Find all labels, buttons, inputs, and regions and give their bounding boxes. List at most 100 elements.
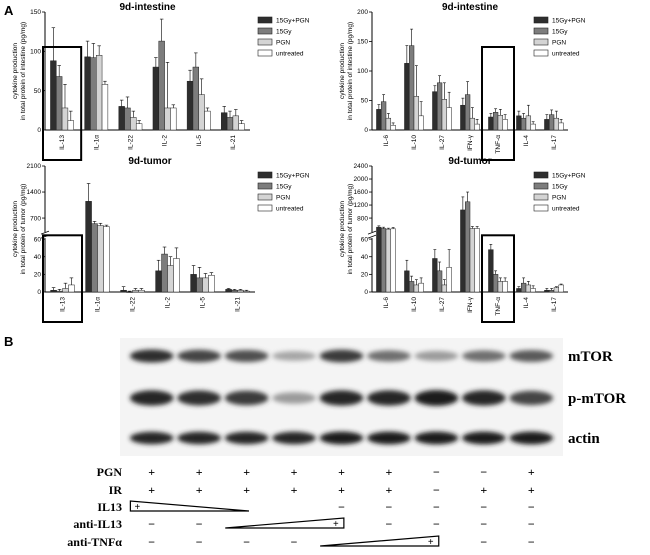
bar	[530, 123, 536, 131]
legend-label: untreated	[276, 206, 304, 213]
bar	[380, 228, 387, 293]
y-axis-label: cytokine productionin total protein of i…	[339, 22, 354, 120]
bar	[173, 258, 180, 293]
category-label: IL-21	[230, 135, 237, 150]
treatment-sign: −	[480, 500, 487, 514]
legend-swatch	[257, 49, 273, 57]
y-tick-label: 60	[34, 236, 42, 243]
legend-swatch	[533, 16, 549, 24]
blot-band	[177, 349, 221, 363]
legend-label: 15Gy+PGN	[552, 18, 586, 25]
legend-label: 15Gy	[552, 184, 568, 191]
category-label: IL-4	[523, 135, 530, 147]
blot-band	[272, 392, 316, 404]
bar	[432, 258, 438, 293]
treatment-sign: +	[386, 465, 393, 479]
y-tick-label: 2000	[354, 176, 369, 183]
bar	[390, 228, 396, 293]
bar	[385, 228, 392, 293]
bar	[474, 228, 480, 293]
bar	[192, 66, 199, 131]
treatment-sign: +	[291, 465, 298, 479]
category-label: IL-6	[383, 297, 390, 309]
bar	[404, 63, 410, 131]
category-label: IL-10	[411, 297, 418, 312]
treatment-sign: +	[528, 483, 535, 497]
treatment-sign: −	[433, 517, 440, 531]
treatment-sign: −	[528, 517, 535, 531]
bar	[432, 91, 438, 131]
category-label: IL-17	[551, 135, 558, 150]
bar	[502, 281, 508, 293]
treatment-sign: −	[433, 483, 440, 497]
bar	[103, 226, 110, 293]
bar	[376, 226, 382, 293]
legend-label: untreated	[276, 51, 304, 58]
category-label: IL-13	[60, 297, 67, 312]
legend-swatch	[533, 49, 549, 57]
highlight-box	[42, 234, 83, 323]
blot-band	[129, 349, 174, 363]
legend-label: untreated	[552, 51, 580, 58]
y-tick-label: 0	[364, 289, 368, 296]
chart-1: 9d-intestine cytokine productionin total …	[12, 2, 310, 161]
category-label: IL-5	[196, 135, 203, 147]
bar	[497, 281, 504, 293]
treatment-sign: −	[528, 500, 535, 514]
chart-title: 9d-intestine	[119, 2, 176, 13]
bar	[90, 57, 97, 131]
category-label: IL-17	[551, 297, 558, 312]
chart-4: 9d-tumor cytokine productionin total prot…	[339, 156, 586, 323]
bar	[167, 265, 174, 293]
category-label: IL-13	[59, 135, 66, 150]
bar	[164, 107, 171, 131]
treatment-sign: −	[480, 535, 487, 549]
blot-label-actin: actin	[568, 431, 600, 447]
y-tick-label: 200	[357, 9, 368, 16]
bar	[138, 289, 145, 293]
legend-swatch	[257, 38, 273, 46]
axis-break-gap	[368, 232, 376, 239]
bar	[130, 117, 137, 131]
bar	[68, 284, 75, 293]
y-tick-label: 50	[34, 88, 42, 95]
bar	[492, 274, 499, 293]
blot-label-p-mtor: p-mTOR	[568, 391, 626, 407]
y-tick-label: 40	[34, 254, 42, 261]
treatment-sign: −	[386, 500, 393, 514]
legend-label: PGN	[552, 195, 566, 202]
y-tick-label: 20	[34, 272, 42, 279]
category-label: IL-4	[523, 297, 530, 309]
treatment-sign: −	[480, 465, 487, 479]
bar	[204, 110, 211, 131]
bar	[243, 290, 250, 293]
bar	[553, 117, 560, 131]
gradient-mark: +	[428, 537, 434, 548]
bar	[558, 122, 564, 131]
category-label: IL-22	[130, 297, 137, 312]
gradient-triangle	[320, 535, 440, 547]
bar	[161, 253, 168, 293]
bar	[525, 115, 532, 131]
legend-label: untreated	[552, 206, 580, 213]
blot-band	[319, 349, 364, 363]
bar	[152, 66, 160, 131]
category-label: IL-1α	[93, 135, 100, 150]
axis-break-mark	[367, 234, 377, 239]
bar	[525, 284, 532, 293]
treatment-sign: +	[338, 483, 345, 497]
gradient-mark: +	[135, 502, 141, 513]
category-label: IL-10	[411, 135, 418, 150]
bar	[67, 120, 74, 131]
bar	[469, 117, 476, 131]
bar	[497, 115, 504, 131]
bar	[464, 94, 471, 131]
y-tick-label: 2100	[27, 163, 42, 170]
bar	[488, 249, 494, 293]
bar	[132, 289, 139, 293]
category-label: IL-22	[127, 135, 134, 150]
bar	[126, 291, 133, 293]
treatment-sign: −	[528, 535, 535, 549]
treatment-sign: +	[528, 465, 535, 479]
